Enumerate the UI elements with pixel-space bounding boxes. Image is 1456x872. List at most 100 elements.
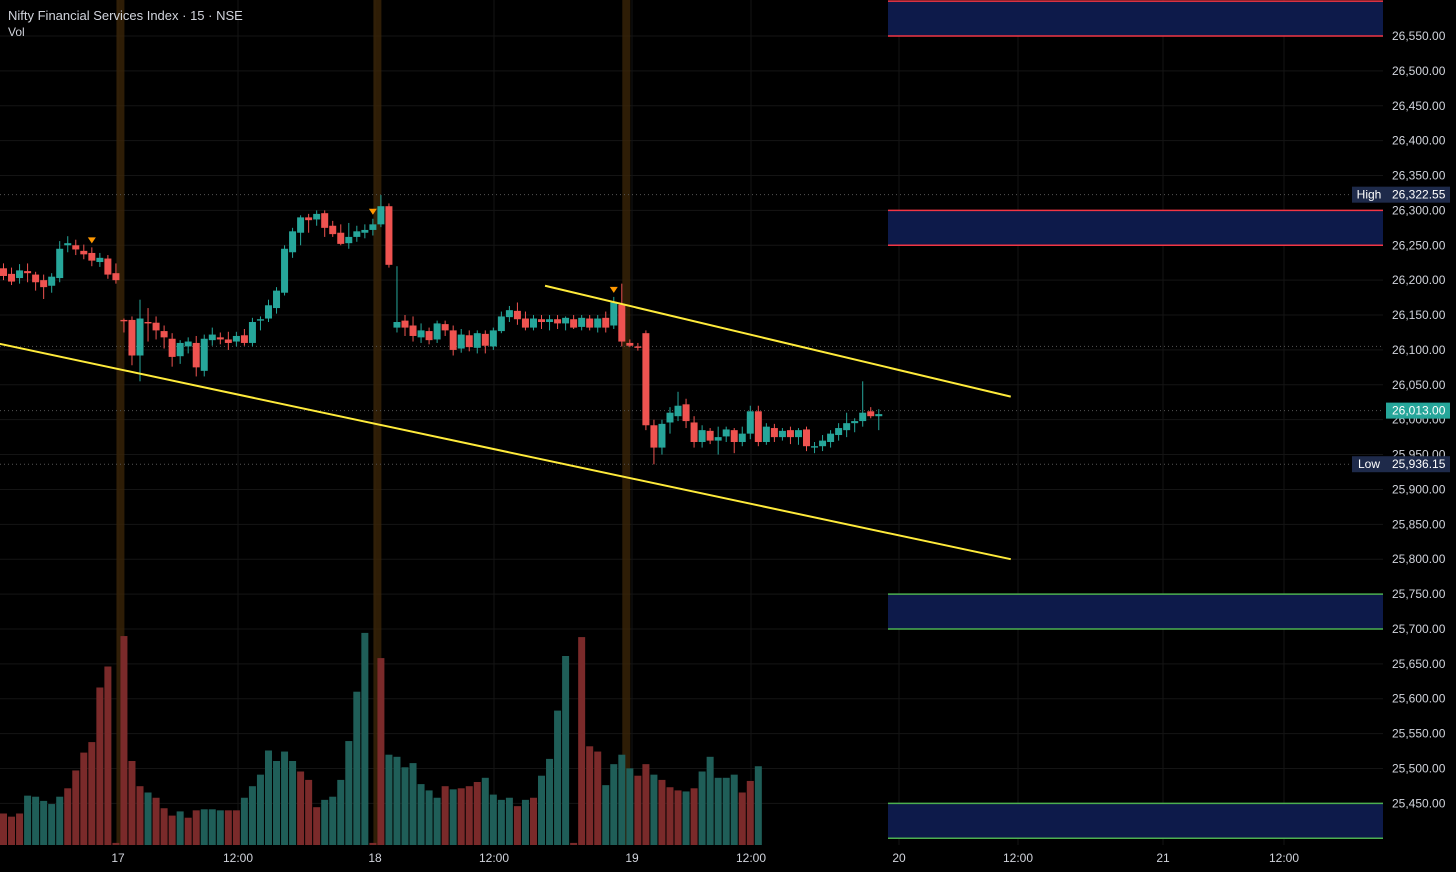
candle[interactable] — [273, 290, 281, 309]
candle[interactable] — [754, 411, 762, 443]
candle[interactable] — [88, 252, 96, 261]
candle[interactable] — [176, 342, 184, 357]
candle[interactable] — [40, 280, 48, 288]
candle[interactable] — [778, 430, 786, 438]
candle[interactable] — [417, 330, 425, 338]
candle[interactable] — [56, 248, 64, 279]
candle[interactable] — [457, 334, 465, 349]
candle[interactable] — [803, 429, 810, 447]
candle[interactable] — [128, 319, 136, 356]
candle[interactable] — [224, 339, 232, 343]
candle[interactable] — [64, 243, 72, 246]
candle[interactable] — [562, 317, 570, 324]
candle[interactable] — [48, 276, 56, 286]
candle[interactable] — [353, 231, 361, 237]
zone-support[interactable] — [888, 803, 1383, 839]
trendline[interactable] — [544, 284, 1011, 398]
candle[interactable] — [746, 411, 754, 434]
candle[interactable] — [835, 428, 843, 436]
candle[interactable] — [144, 322, 152, 324]
candle[interactable] — [393, 322, 401, 328]
candle[interactable] — [321, 213, 329, 228]
candle[interactable] — [650, 425, 658, 448]
candle[interactable] — [112, 273, 120, 281]
candle[interactable] — [642, 333, 650, 426]
candle[interactable] — [184, 341, 192, 347]
candle[interactable] — [425, 331, 433, 341]
candle[interactable] — [216, 337, 224, 340]
candle[interactable] — [433, 323, 441, 340]
candle[interactable] — [104, 258, 112, 275]
candle[interactable] — [658, 423, 666, 448]
candle[interactable] — [152, 322, 160, 331]
candle[interactable] — [594, 318, 602, 328]
candle[interactable] — [32, 274, 40, 283]
candle[interactable] — [409, 325, 417, 336]
candle[interactable] — [586, 318, 594, 328]
candle[interactable] — [240, 335, 248, 343]
zone-resistance[interactable] — [888, 210, 1383, 246]
candle[interactable] — [513, 310, 521, 320]
zone-resistance[interactable] — [888, 1, 1383, 37]
candle[interactable] — [449, 330, 457, 350]
candle[interactable] — [722, 429, 730, 437]
candle[interactable] — [441, 324, 449, 331]
candle[interactable] — [706, 430, 714, 441]
candle[interactable] — [867, 411, 875, 417]
candle[interactable] — [626, 342, 634, 346]
candle[interactable] — [602, 317, 610, 328]
candle[interactable] — [256, 319, 264, 321]
candle[interactable] — [521, 318, 529, 328]
candle[interactable] — [505, 310, 513, 318]
candle[interactable] — [16, 270, 24, 279]
candle[interactable] — [313, 213, 321, 220]
trendline[interactable] — [0, 342, 1011, 561]
candle[interactable] — [264, 305, 272, 319]
candle[interactable] — [730, 430, 738, 443]
candle[interactable] — [72, 245, 80, 250]
candle[interactable] — [481, 333, 489, 346]
candle[interactable] — [786, 430, 794, 438]
candle[interactable] — [819, 440, 827, 447]
candle[interactable] — [281, 248, 289, 293]
candle[interactable] — [289, 231, 297, 253]
candle[interactable] — [875, 414, 883, 417]
candle[interactable] — [674, 405, 682, 417]
zone-support[interactable] — [888, 594, 1383, 629]
candle[interactable] — [248, 322, 256, 343]
candle[interactable] — [385, 206, 393, 265]
candle[interactable] — [24, 271, 32, 274]
candle[interactable] — [369, 224, 377, 230]
candle[interactable] — [200, 338, 208, 371]
candle[interactable] — [843, 423, 851, 431]
candle[interactable] — [546, 319, 554, 323]
candle[interactable] — [208, 334, 216, 341]
candle[interactable] — [738, 433, 746, 443]
candle[interactable] — [329, 225, 337, 235]
candle[interactable] — [794, 430, 802, 438]
candle[interactable] — [851, 421, 859, 424]
candle[interactable] — [682, 404, 690, 422]
candle[interactable] — [618, 304, 626, 342]
candle[interactable] — [827, 433, 835, 443]
candle[interactable] — [377, 206, 385, 225]
candle[interactable] — [136, 318, 144, 356]
candle[interactable] — [473, 333, 481, 348]
candle[interactable] — [96, 257, 104, 263]
candle[interactable] — [610, 302, 618, 326]
candle[interactable] — [168, 338, 176, 357]
candle[interactable] — [538, 319, 546, 323]
candle[interactable] — [465, 335, 473, 348]
candle[interactable] — [401, 320, 409, 328]
candle[interactable] — [160, 331, 168, 338]
candle[interactable] — [859, 412, 867, 422]
candle[interactable] — [305, 217, 313, 221]
candle[interactable] — [770, 428, 778, 438]
candle[interactable] — [714, 437, 722, 441]
candle[interactable] — [762, 426, 770, 443]
candle[interactable] — [361, 229, 369, 233]
candle[interactable] — [345, 236, 353, 244]
candle[interactable] — [634, 346, 642, 348]
candle[interactable] — [337, 232, 345, 244]
candle[interactable] — [666, 412, 674, 423]
